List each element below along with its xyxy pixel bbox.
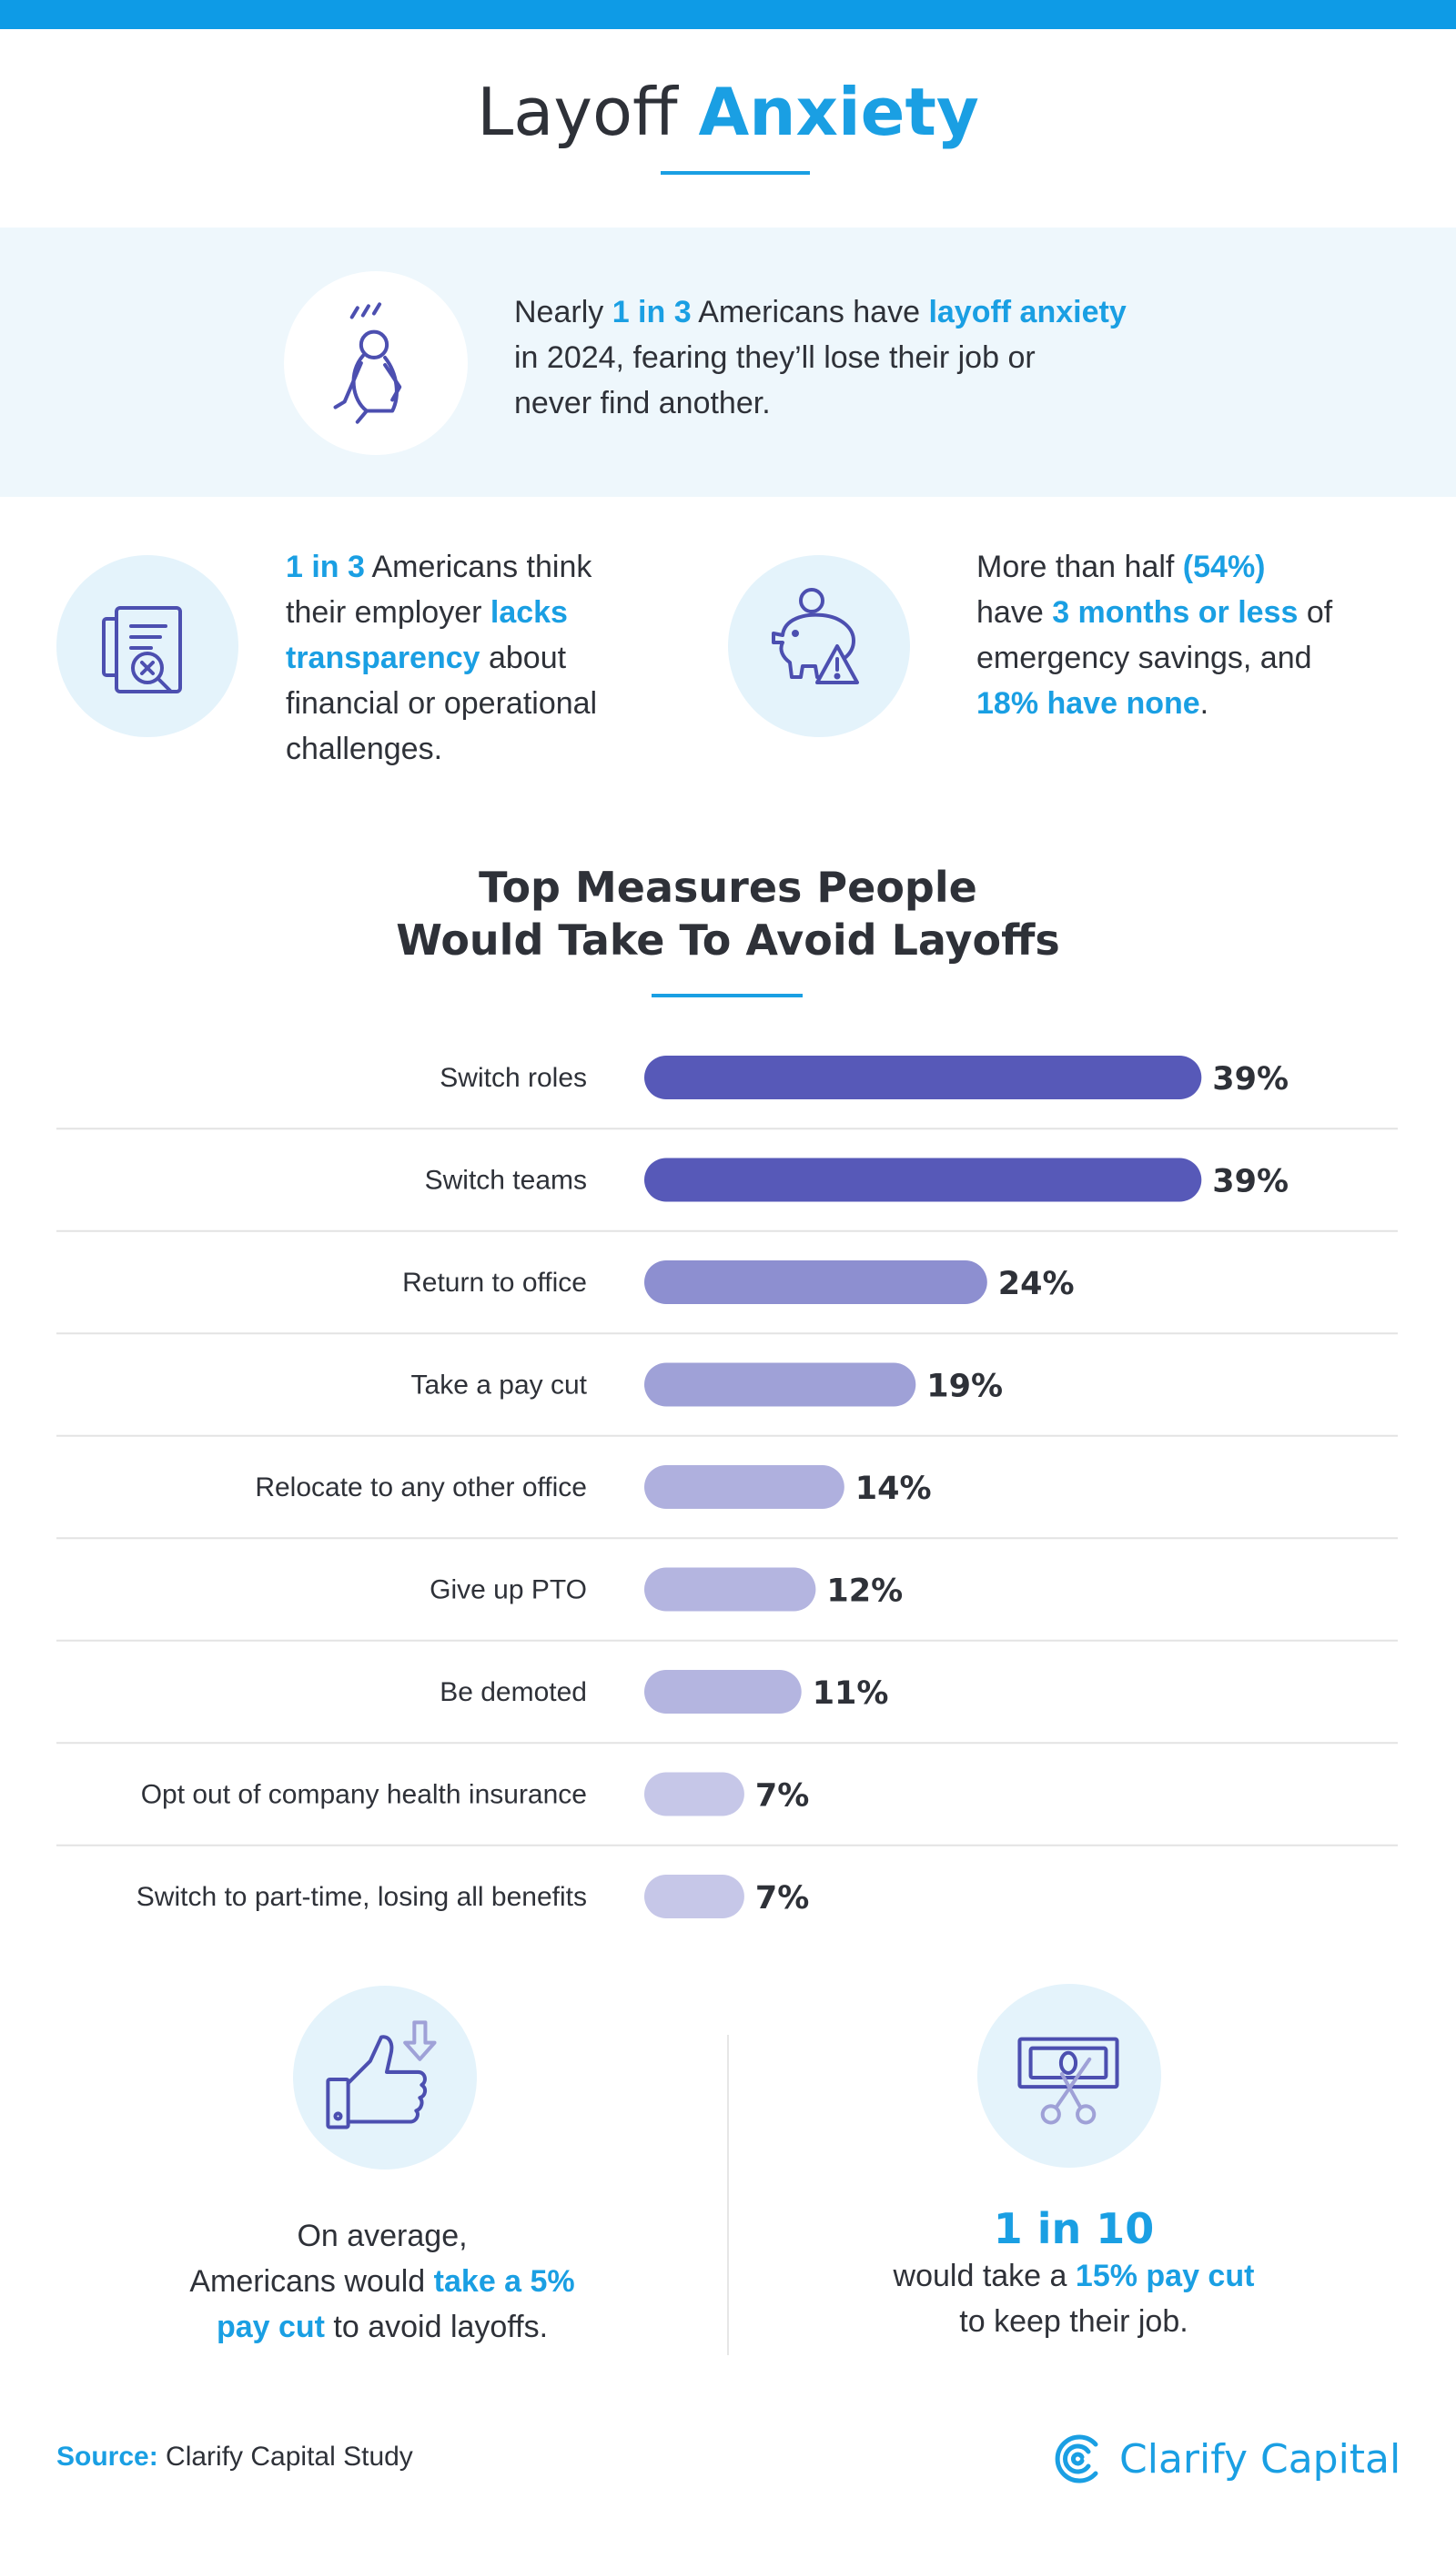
bar-label: Relocate to any other office <box>255 1472 587 1502</box>
intro-highlight-2: layoff anxiety <box>928 295 1127 329</box>
chart-title: Top Measures People Would Take To Avoid … <box>0 861 1456 966</box>
bar-value-label: 24% <box>998 1266 1075 1302</box>
bar-label: Opt out of company health insurance <box>141 1780 587 1810</box>
transparency-line-4: financial or operational <box>286 686 598 721</box>
bar <box>644 1260 987 1304</box>
transparency-text-1: Americans think <box>364 550 592 584</box>
savings-text-3: of <box>1298 595 1333 630</box>
pay-cut-text: On average, Americans would take a 5% pa… <box>109 2213 655 2350</box>
source-note: Source: Clarify Capital Study <box>56 2439 413 2475</box>
intro-text-1: Nearly <box>514 295 612 329</box>
top-accent-bar <box>0 0 1456 29</box>
title-part-2: Anxiety <box>698 74 979 150</box>
one-in-ten-text-1: would take a <box>893 2259 1076 2293</box>
document-search-icon <box>56 555 238 737</box>
bar-label: Switch roles <box>440 1063 587 1093</box>
title-part-1: Layoff <box>477 74 699 150</box>
page-title: Layoff Anxiety <box>0 71 1456 153</box>
chart-title-line-1: Top Measures People <box>479 863 977 912</box>
intro-text: Nearly 1 in 3 Americans have layoff anxi… <box>514 289 1206 426</box>
bar-value-label: 7% <box>755 1778 809 1815</box>
savings-highlight-2: 3 months or less <box>1052 595 1299 630</box>
pay-cut-highlight-2: pay cut <box>216 2310 325 2344</box>
bar-value-label: 14% <box>855 1471 932 1507</box>
bar <box>644 1158 1202 1202</box>
transparency-line-5: challenges. <box>286 732 443 766</box>
bar <box>644 1362 916 1407</box>
transparency-highlight-3: transparency <box>286 641 480 675</box>
one-in-ten-line-3: to keep their job. <box>959 2304 1188 2339</box>
chart-title-line-2: Would Take To Avoid Layoffs <box>396 915 1060 965</box>
footer-divider <box>727 2035 729 2355</box>
transparency-text: 1 in 3 Americans think their employer la… <box>286 544 668 772</box>
savings-text: More than half (54%) have 3 months or le… <box>976 544 1413 726</box>
savings-highlight-1: (54%) <box>1182 550 1266 584</box>
bar <box>644 1772 744 1816</box>
intro-band <box>0 228 1456 497</box>
bar-label: Give up PTO <box>430 1575 587 1605</box>
bar-chart: Switch roles 39% Switch teams 39% Return to … <box>56 1056 1398 1918</box>
brand-name: Clarify Capital <box>1119 2435 1401 2483</box>
bar <box>644 1056 1202 1099</box>
transparency-highlight-2: lacks <box>490 595 568 630</box>
intro-line-3: never find another. <box>514 386 771 420</box>
pay-cut-highlight-1: take a 5% <box>433 2264 575 2299</box>
chart-title-underline <box>652 994 803 997</box>
intro-line-2: in 2024, fearing they’ll lose their job … <box>514 340 1036 375</box>
bar-value-label: 39% <box>1212 1164 1289 1200</box>
bar <box>644 1670 802 1714</box>
piggy-bank-warning-icon <box>728 555 910 737</box>
savings-text-2: have <box>976 595 1053 630</box>
savings-highlight-3: 18% have none <box>976 686 1200 721</box>
brand[interactable]: Clarify Capital <box>1052 2432 1400 2486</box>
pay-cut-text-3: to avoid layoffs. <box>324 2310 549 2344</box>
clarify-capital-logo-icon <box>1055 2434 1098 2483</box>
pay-cut-line-1: On average, <box>297 2219 468 2253</box>
bar-value-label: 11% <box>813 1675 889 1712</box>
one-in-ten-highlight: 15% pay cut <box>1075 2259 1255 2293</box>
bar <box>644 1875 744 1918</box>
one-in-ten-stat: 1 in 10 <box>993 2204 1155 2253</box>
bar <box>644 1567 816 1612</box>
bar <box>644 1465 844 1509</box>
intro-highlight-1: 1 in 3 <box>612 295 692 329</box>
savings-line-3: emergency savings, and <box>976 641 1312 675</box>
bar-label: Switch to part-time, losing all benefits <box>136 1882 587 1912</box>
intro-text-2: Americans have <box>691 295 929 329</box>
bar-label: Be demoted <box>440 1677 587 1707</box>
bar-label: Switch teams <box>425 1166 587 1196</box>
bar-value-label: 7% <box>755 1880 809 1917</box>
source-label: Source: <box>56 2442 158 2472</box>
bar-label: Take a pay cut <box>411 1371 588 1401</box>
transparency-text-3: about <box>480 641 567 675</box>
transparency-highlight-1: 1 in 3 <box>286 550 365 584</box>
anxious-person-icon <box>284 271 468 455</box>
source-text: Clarify Capital Study <box>157 2442 413 2472</box>
pay-cut-text-2: Americans would <box>189 2264 434 2299</box>
transparency-text-2: their employer <box>286 595 490 630</box>
bar-value-label: 12% <box>826 1573 903 1610</box>
bar-value-label: 39% <box>1212 1061 1289 1097</box>
savings-text-5: . <box>1199 686 1209 721</box>
one-in-ten-text: 1 in 10 would take a 15% pay cut to keep… <box>801 2204 1347 2344</box>
savings-text-1: More than half <box>976 550 1183 584</box>
thumbs-up-down-arrow-icon <box>293 1986 477 2170</box>
money-scissors-icon <box>977 1984 1161 2168</box>
title-underline <box>661 171 810 175</box>
bar-label: Return to office <box>402 1268 587 1298</box>
bar-value-label: 19% <box>926 1369 1003 1405</box>
